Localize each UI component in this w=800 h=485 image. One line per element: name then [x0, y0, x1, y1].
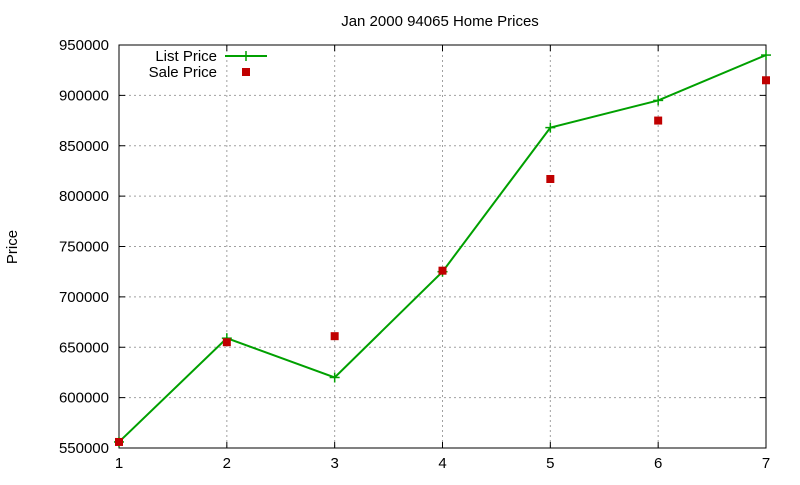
sale-price-point [654, 116, 663, 125]
x-tick-label: 2 [223, 455, 231, 472]
x-tick-label: 4 [438, 455, 446, 472]
grid-lines [119, 45, 766, 448]
sale-price-point [115, 437, 123, 446]
y-tick-label: 850000 [59, 138, 109, 155]
list-price-point [653, 95, 664, 106]
sale-price-point [762, 76, 770, 85]
x-tick-label: 3 [330, 455, 338, 472]
y-tick-label: 600000 [59, 390, 109, 407]
legend-square-sample [242, 68, 250, 76]
sale-price-point [222, 338, 231, 347]
x-tick-label: 6 [654, 455, 662, 472]
legend-label: Sale Price [149, 64, 217, 81]
axes: 1 2 3 4 5 6 7 550000 600000 650000 700000 750000 800… [59, 37, 770, 472]
x-tick-label: 5 [546, 455, 554, 472]
y-tick-label: 950000 [59, 37, 109, 54]
y-tick-label: 800000 [59, 188, 109, 205]
sale-price-point [330, 332, 339, 341]
y-tick-label: 750000 [59, 239, 109, 256]
sale-price-point [438, 266, 447, 275]
y-tick-label: 550000 [59, 440, 109, 457]
y-axis-label: Price [4, 230, 21, 264]
series-plot [114, 50, 771, 447]
list-price-point [545, 122, 556, 133]
legend-label: List Price [155, 48, 217, 65]
x-tick-label: 1 [115, 455, 123, 472]
x-tick-label: 7 [762, 455, 770, 472]
list-price-point [329, 372, 340, 383]
y-tick-label: 650000 [59, 339, 109, 356]
y-tick-label: 900000 [59, 87, 109, 104]
series-line-list-price [118, 54, 767, 443]
sale-price-point [546, 174, 555, 183]
y-tick-label: 700000 [59, 289, 109, 306]
chart-title: Jan 2000 94065 Home Prices [341, 13, 539, 30]
list-price-point [761, 50, 771, 61]
